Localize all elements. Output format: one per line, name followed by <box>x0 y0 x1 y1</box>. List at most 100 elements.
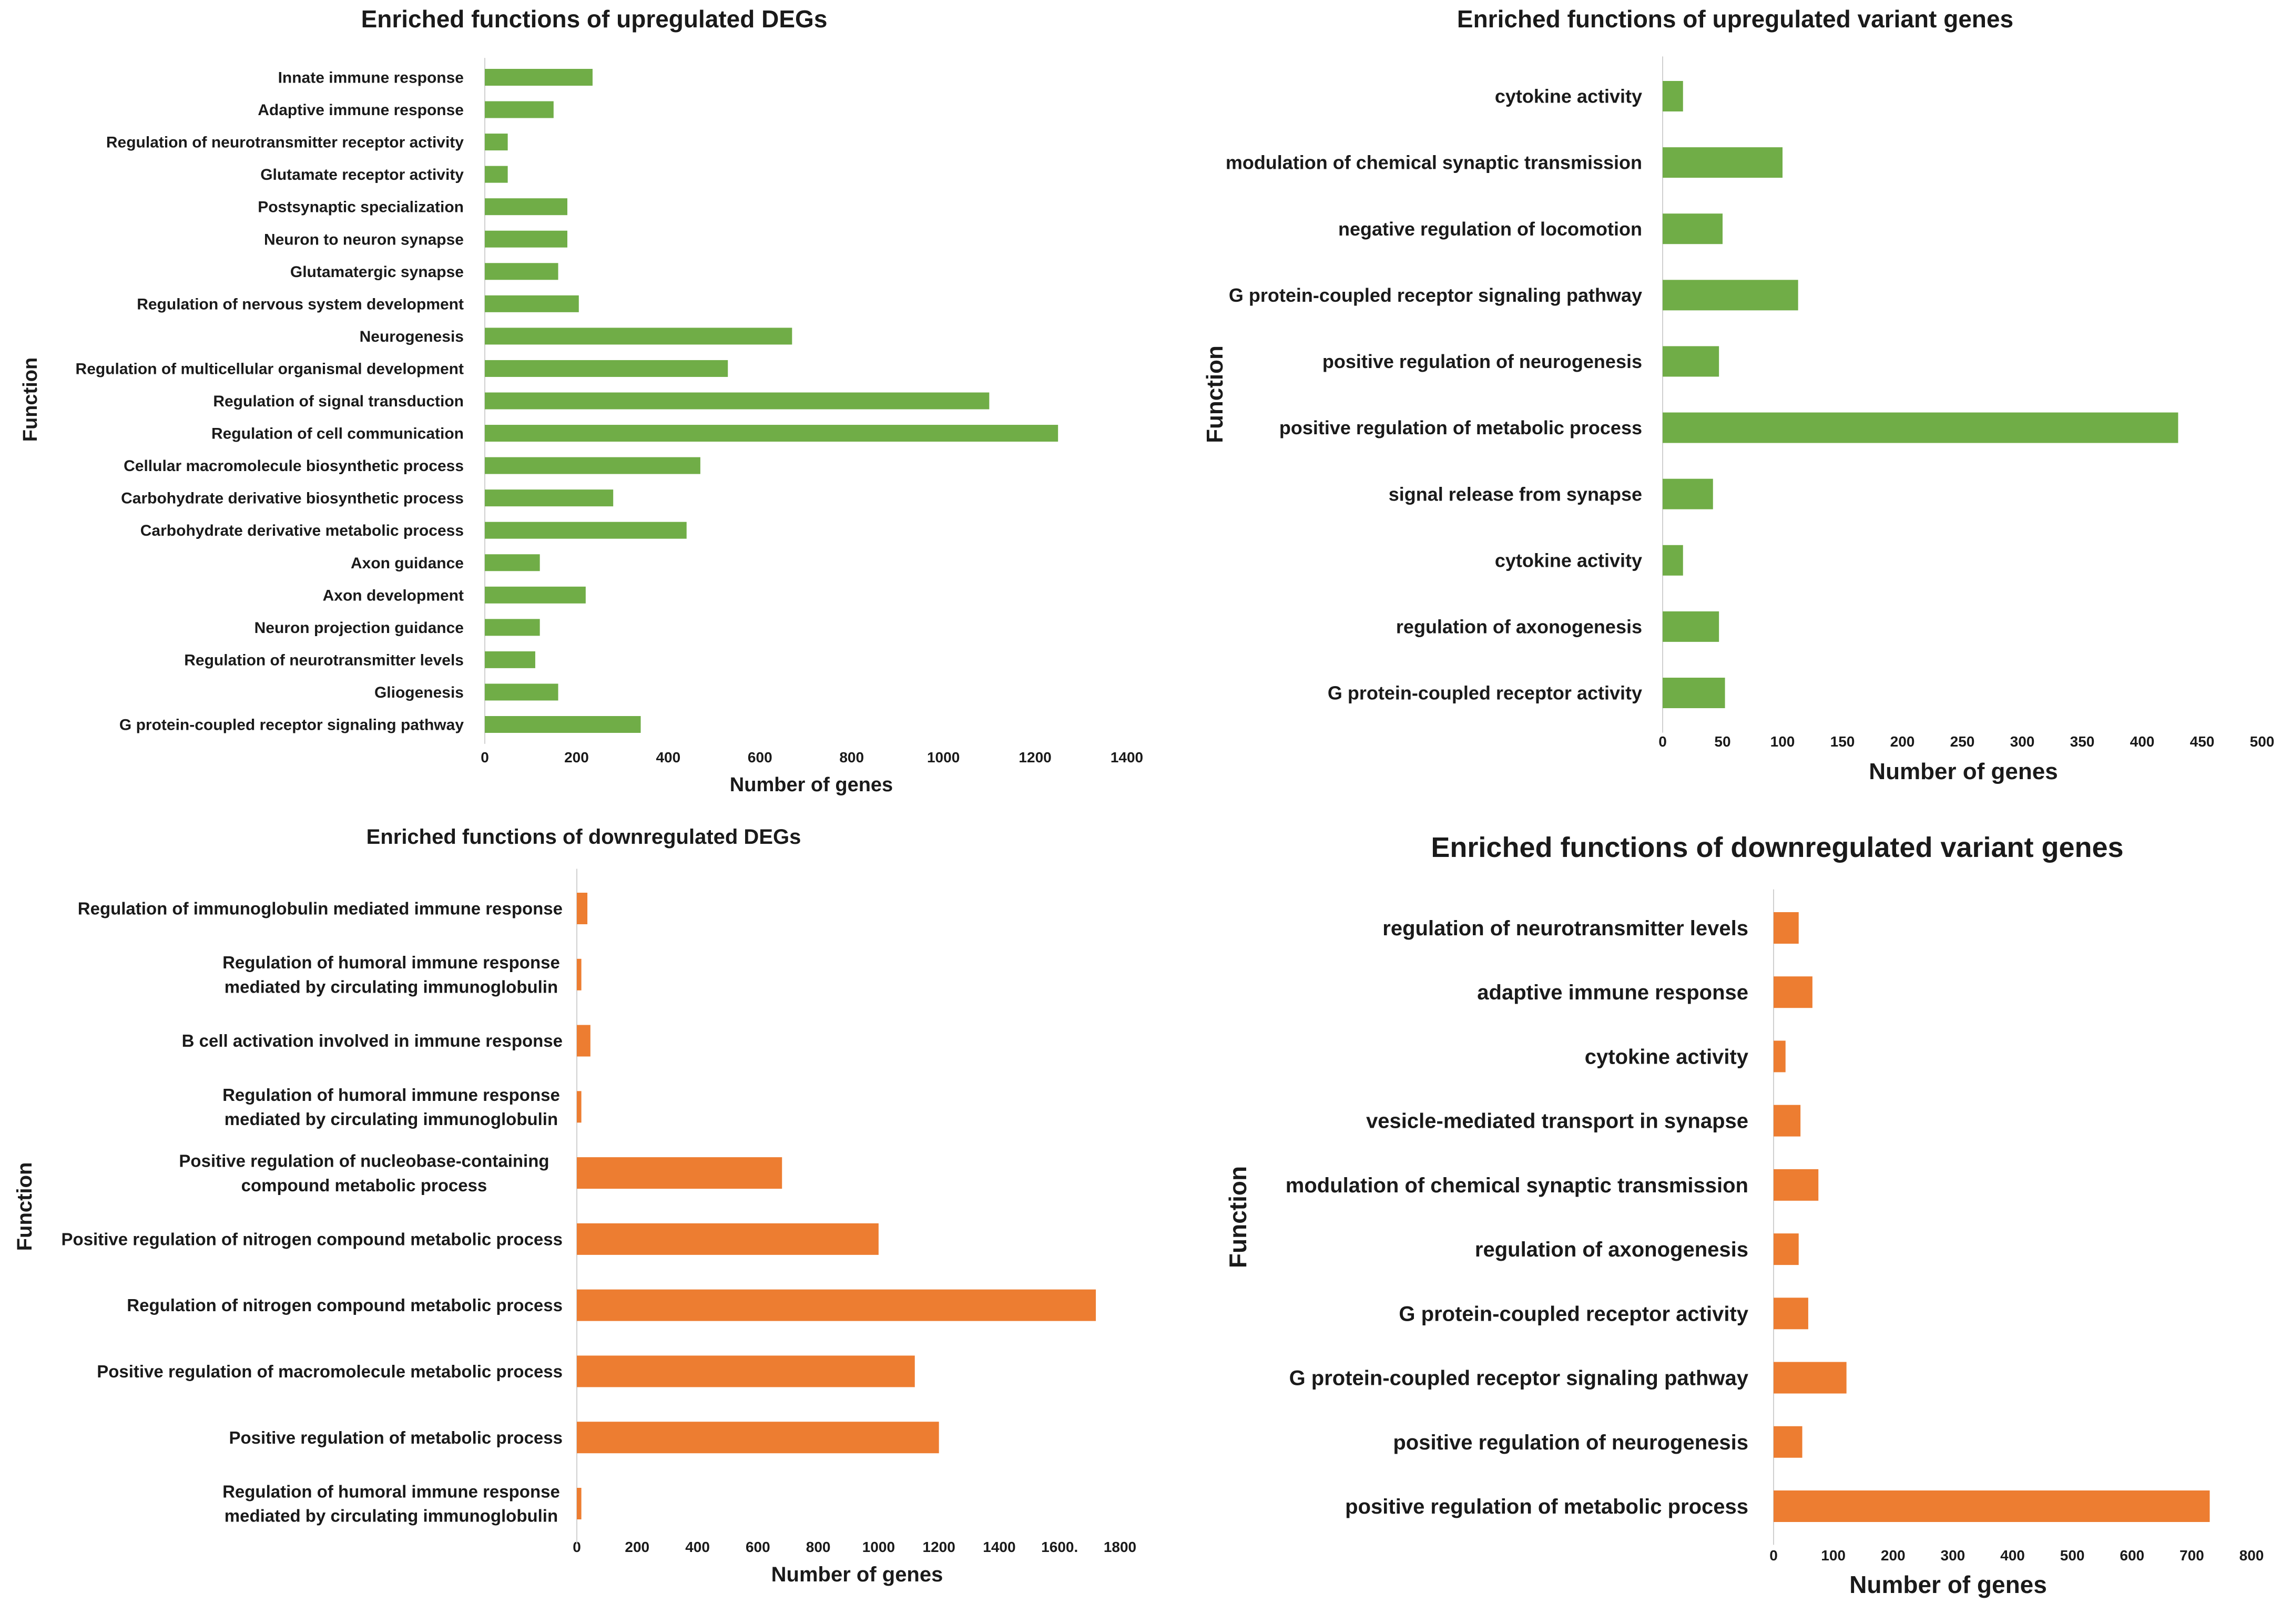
category-label: signal release from synapse <box>1389 483 1642 505</box>
bar <box>1663 213 1723 244</box>
category-label: Neuron projection guidance <box>254 619 464 637</box>
bar <box>1663 678 1725 708</box>
bar <box>485 360 728 377</box>
bar <box>485 166 508 183</box>
category-label: Axon development <box>323 587 464 604</box>
x-tick-label: 800 <box>839 749 864 765</box>
bar <box>485 134 508 151</box>
category-label: Regulation of immunoglobulin mediated im… <box>78 899 563 918</box>
bar <box>485 230 567 248</box>
category-label: adaptive immune response <box>1477 981 1748 1004</box>
x-tick-label: 1600. <box>1041 1539 1078 1555</box>
bar <box>1774 1426 1803 1458</box>
x-tick-label: 200 <box>564 749 589 765</box>
x-tick-label: 400 <box>2000 1547 2025 1564</box>
category-label: modulation of chemical synaptic transmis… <box>1286 1174 1748 1197</box>
category-label: regulation of axonogenesis <box>1475 1238 1748 1261</box>
x-tick-label: 1000 <box>927 749 960 765</box>
category-label: Glutamatergic synapse <box>290 263 464 281</box>
x-tick-label: 1200 <box>1019 749 1051 765</box>
category-label: Regulation of neurotransmitter levels <box>184 651 464 669</box>
x-tick-label: 600 <box>2120 1547 2144 1564</box>
category-label: Gliogenesis <box>374 684 464 701</box>
category-label: Positive regulation of nitrogen compound… <box>62 1229 563 1249</box>
bar <box>577 1422 939 1454</box>
bar <box>577 1091 582 1123</box>
bar <box>485 198 567 216</box>
x-tick-label: 200 <box>1890 733 1915 750</box>
bar <box>485 554 540 571</box>
bar <box>577 1223 879 1255</box>
category-label: Neuron to neuron synapse <box>264 231 464 248</box>
bar <box>1663 346 1719 377</box>
x-tick-label: 400 <box>685 1539 710 1555</box>
category-label: Innate immune response <box>278 69 464 87</box>
category-label: positive regulation of neurogenesis <box>1393 1431 1748 1454</box>
category-label: Positive regulation of metabolic process <box>229 1428 563 1447</box>
x-tick-label: 100 <box>1770 733 1795 750</box>
chart-title: Enriched functions of downregulated DEGs <box>366 825 801 849</box>
bar <box>1774 1362 1847 1394</box>
bar <box>1663 147 1783 178</box>
category-label: G protein-coupled receptor signaling pat… <box>119 717 464 734</box>
x-tick-label: 700 <box>2180 1547 2204 1564</box>
category-label: Regulation of multicellular organismal d… <box>76 360 464 377</box>
bar <box>485 716 641 733</box>
category-label: cytokine activity <box>1495 86 1642 107</box>
bar <box>577 958 582 990</box>
chart-title: Enriched functions of downregulated vari… <box>1431 832 2123 863</box>
y-axis-title: Function <box>1224 1166 1251 1268</box>
category-label: vesicle-mediated transport in synapse <box>1366 1110 1748 1133</box>
bar <box>1663 280 1798 311</box>
chart-title: Enriched functions of upregulated DEGs <box>361 5 828 33</box>
category-label: Regulation of nervous system development <box>137 295 464 313</box>
bar <box>485 522 687 539</box>
bar <box>1774 1040 1786 1073</box>
bar <box>577 1025 590 1057</box>
x-tick-label: 500 <box>2060 1547 2085 1564</box>
category-label: Positive regulation of nucleobase-contai… <box>179 1151 549 1195</box>
category-label: Regulation of cell communication <box>211 425 464 443</box>
bar <box>1774 1169 1819 1201</box>
bar <box>485 295 579 312</box>
category-label: Regulation of humoral immune response med… <box>222 1085 560 1129</box>
x-tick-label: 450 <box>2190 733 2215 750</box>
x-tick-label: 600 <box>748 749 772 765</box>
bar <box>485 392 990 410</box>
x-tick-label: 0 <box>573 1539 581 1555</box>
x-tick-label: 350 <box>2070 733 2095 750</box>
bar <box>1663 412 2178 443</box>
x-tick-label: 250 <box>1950 733 1975 750</box>
x-tick-label: 400 <box>2130 733 2155 750</box>
category-label: G protein-coupled receptor activity <box>1399 1302 1748 1325</box>
chart-up-variant: Enriched functions of upregulated varian… <box>1202 5 2274 784</box>
bar <box>577 1289 1096 1321</box>
bar <box>485 619 540 636</box>
x-tick-label: 500 <box>2250 733 2275 750</box>
x-axis-title: Number of genes <box>730 774 893 796</box>
category-label: Regulation of signal transduction <box>213 393 464 410</box>
category-label: G protein-coupled receptor activity <box>1328 682 1642 704</box>
y-axis-title: Function <box>19 358 42 442</box>
x-axis-title: Number of genes <box>771 1563 943 1586</box>
bar <box>577 893 588 924</box>
bar <box>1774 1490 2210 1522</box>
x-tick-label: 1800 <box>1104 1539 1136 1555</box>
x-tick-label: 0 <box>481 749 489 765</box>
x-axis-title: Number of genes <box>1869 759 2058 784</box>
category-label: regulation of neurotransmitter levels <box>1382 917 1748 940</box>
bar <box>577 1157 782 1189</box>
category-label: positive regulation of neurogenesis <box>1322 351 1642 372</box>
bar <box>485 69 593 86</box>
category-label: Regulation of humoral immune response med… <box>222 953 560 996</box>
bar <box>577 1355 915 1387</box>
bar <box>1663 545 1683 576</box>
category-label: Carbohydrate derivative metabolic proces… <box>140 522 464 539</box>
category-label: cytokine activity <box>1495 549 1642 571</box>
x-tick-label: 1200 <box>923 1539 955 1555</box>
category-label: Carbohydrate derivative biosynthetic pro… <box>121 490 464 507</box>
bar <box>1663 81 1683 111</box>
bar <box>1774 976 1812 1008</box>
x-tick-label: 800 <box>2239 1547 2264 1564</box>
